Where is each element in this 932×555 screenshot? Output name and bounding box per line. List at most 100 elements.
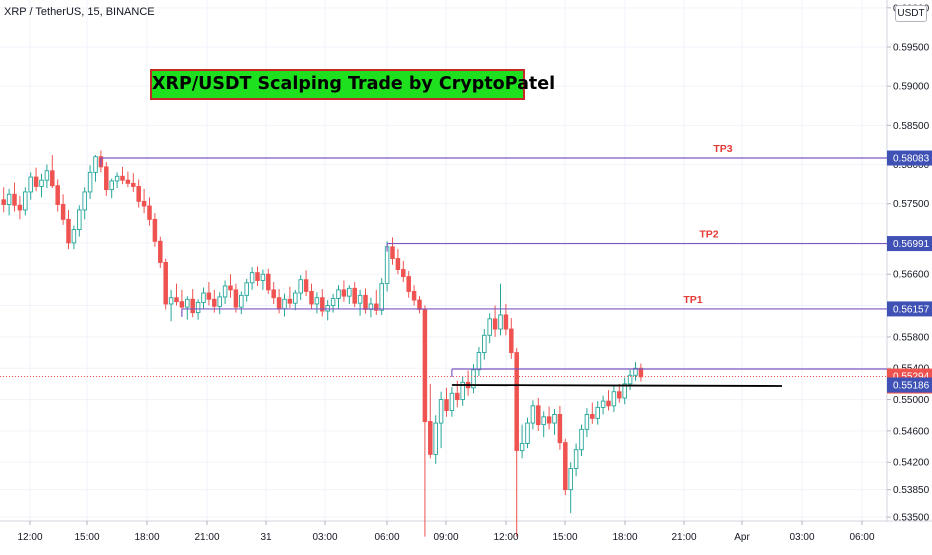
candle-down xyxy=(1,199,6,205)
candle-up xyxy=(77,209,82,231)
candle-up xyxy=(298,279,303,294)
price-tick-label: 0.53500 xyxy=(893,513,930,524)
candle-down xyxy=(147,205,152,220)
candle-up xyxy=(82,191,87,211)
candle-up xyxy=(244,282,249,296)
currency-button[interactable]: USDT xyxy=(895,5,927,22)
candle-up xyxy=(498,314,503,330)
price-tick-label: 0.59000 xyxy=(893,82,930,93)
candle-down xyxy=(50,170,55,187)
candle-up xyxy=(433,422,438,455)
candle-down xyxy=(638,367,644,378)
tp-label: TP2 xyxy=(699,229,718,241)
candle-up xyxy=(87,171,93,193)
candle-up xyxy=(568,468,573,491)
time-tick-label: 03:00 xyxy=(789,532,814,543)
tp-price-tag xyxy=(887,150,932,166)
time-tick-label: 18:00 xyxy=(134,532,159,543)
candle-up xyxy=(357,294,363,304)
headline-annotation: XRP/USDT Scalping Trade by CryptoPatel xyxy=(150,69,555,100)
candle-down xyxy=(266,273,271,291)
support-line[interactable] xyxy=(451,384,783,387)
candle-down xyxy=(303,279,309,292)
candle-down xyxy=(411,290,417,301)
candles xyxy=(1,150,644,537)
candle-up xyxy=(201,292,206,303)
entry-price-tag xyxy=(887,377,932,393)
candle-down xyxy=(563,442,568,491)
candle-down xyxy=(401,269,406,278)
price-axis[interactable]: 0.600000.595000.590000.585000.580000.575… xyxy=(887,3,930,524)
candle-up xyxy=(168,297,174,305)
time-tick-label: 06:00 xyxy=(849,532,874,543)
time-tick-label: 09:00 xyxy=(433,532,458,543)
candle-down xyxy=(390,246,395,259)
candle-down xyxy=(352,287,357,304)
candle-down xyxy=(228,285,233,291)
price-tick-label: 0.56600 xyxy=(893,270,930,281)
candle-up xyxy=(519,442,525,451)
candle-up xyxy=(384,246,390,285)
candle-up xyxy=(23,191,28,211)
candle-down xyxy=(455,392,460,401)
candle-up xyxy=(325,305,330,312)
candle-up xyxy=(109,180,114,191)
candle-up xyxy=(487,318,492,336)
tp-label: TP3 xyxy=(713,143,732,155)
candle-down xyxy=(606,400,611,407)
tp-price-label: 0.56991 xyxy=(893,239,930,250)
candle-up xyxy=(114,175,120,182)
candle-up xyxy=(595,406,600,419)
time-tick-label: 12:00 xyxy=(17,532,42,543)
candle-down xyxy=(206,292,212,300)
candle-down xyxy=(320,297,325,312)
candle-up xyxy=(525,422,530,444)
candle-down xyxy=(255,272,260,281)
candle-up xyxy=(282,298,287,310)
candle-down xyxy=(190,298,195,314)
candle-down xyxy=(125,179,131,184)
candle-up xyxy=(379,283,384,311)
price-tick-label: 0.55800 xyxy=(893,332,930,343)
candle-down xyxy=(514,352,519,451)
candle-up xyxy=(438,399,444,424)
candle-down xyxy=(179,301,185,308)
time-tick-label: 21:00 xyxy=(194,532,219,543)
candle-up xyxy=(611,391,617,407)
time-tick-label: 03:00 xyxy=(312,532,337,543)
candle-down xyxy=(104,166,109,191)
candle-down xyxy=(276,297,282,310)
candle-down xyxy=(66,218,71,244)
candle-up xyxy=(71,229,77,244)
candle-up xyxy=(6,193,12,205)
candle-up xyxy=(627,374,633,385)
candle-down xyxy=(174,297,179,303)
time-tick-label: 06:00 xyxy=(374,532,399,543)
candle-down xyxy=(60,204,66,220)
candle-up xyxy=(482,334,487,354)
candle-down xyxy=(152,218,158,242)
candle-down xyxy=(428,421,433,455)
price-tick-label: 0.55000 xyxy=(893,395,930,406)
candle-up xyxy=(195,301,201,314)
candle-up xyxy=(476,352,482,371)
candle-up xyxy=(249,272,255,284)
symbol-title[interactable]: XRP / TetherUS, 15, BINANCE xyxy=(4,6,155,18)
candle-up xyxy=(530,405,536,424)
candle-up xyxy=(460,381,465,401)
candle-up xyxy=(217,296,222,307)
price-tick-label: 0.58500 xyxy=(893,121,930,132)
current-price-label: 0.55294 xyxy=(893,372,930,383)
time-axis[interactable]: 12:00 15:00 18:00 21:00 31 03:00 06:00 09:00 12:… xyxy=(17,521,875,543)
candle-up xyxy=(222,285,228,298)
candle-down xyxy=(406,276,411,292)
candle-down xyxy=(158,240,163,263)
grid xyxy=(0,0,887,521)
candle-down xyxy=(363,294,368,310)
candle-up xyxy=(541,416,546,426)
candle-up xyxy=(633,367,638,376)
tp-price-tag xyxy=(887,301,932,317)
